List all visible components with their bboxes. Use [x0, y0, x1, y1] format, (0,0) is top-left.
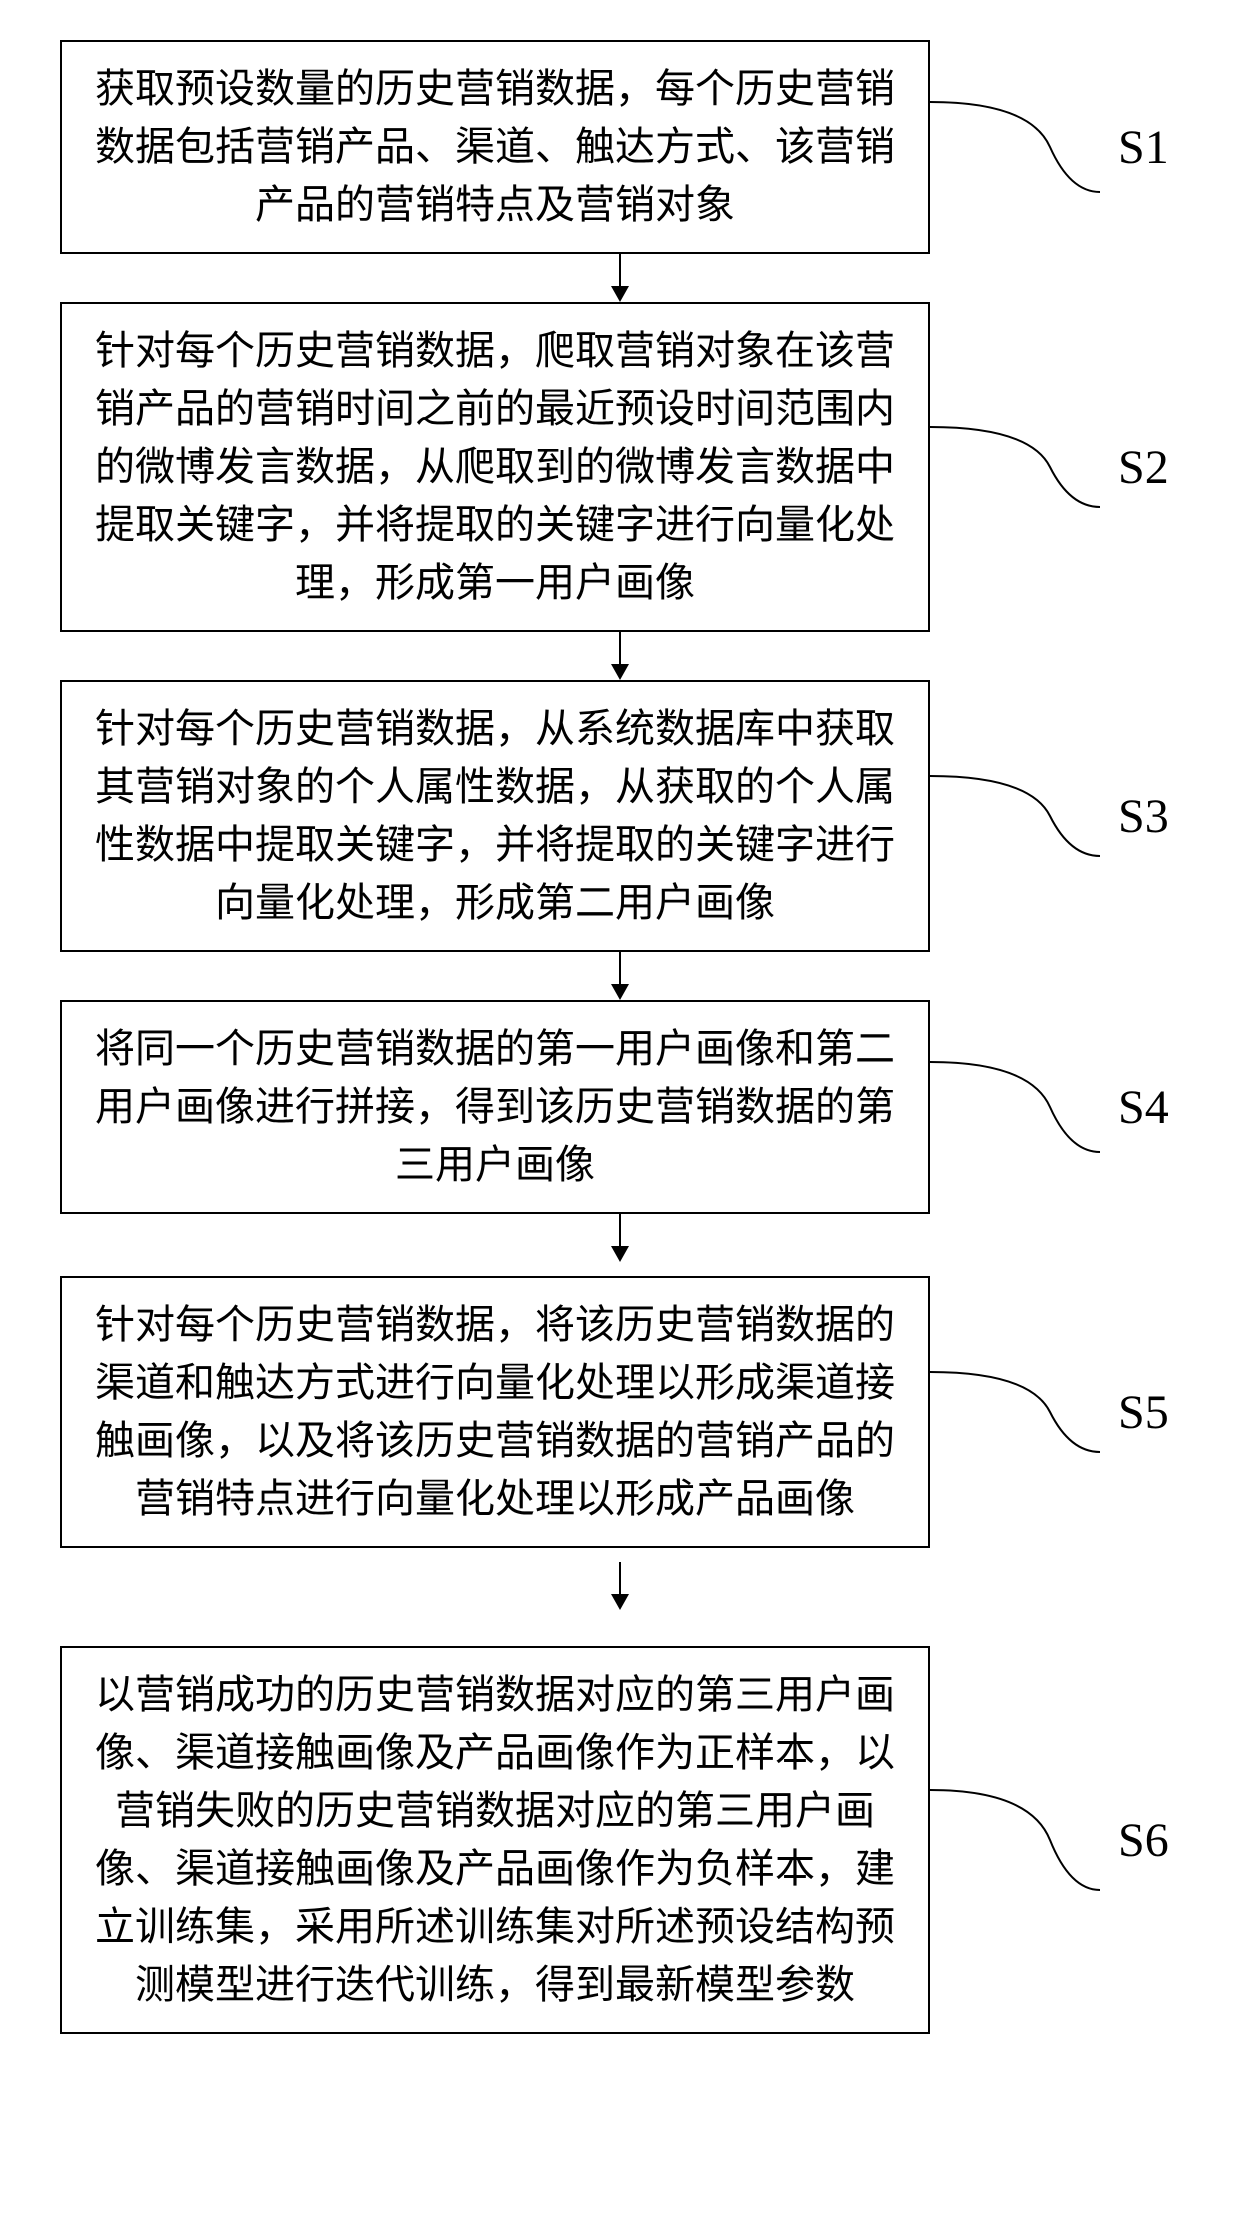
arrow-container	[185, 632, 1055, 680]
step-box-s4: 将同一个历史营销数据的第一用户画像和第二用户画像进行拼接，得到该历史营销数据的第…	[60, 1000, 930, 1214]
step-row: 以营销成功的历史营销数据对应的第三用户画像、渠道接触画像及产品画像作为正样本，以…	[60, 1610, 1180, 2070]
arrow-container	[185, 1562, 1055, 1610]
step-row: 针对每个历史营销数据，从系统数据库中获取其营销对象的个人属性数据，从获取的个人属…	[60, 680, 1180, 952]
step-box-s6: 以营销成功的历史营销数据对应的第三用户画像、渠道接触画像及产品画像作为正样本，以…	[60, 1646, 930, 2034]
arrow-container	[185, 254, 1055, 302]
arrow-down-icon	[619, 952, 621, 1000]
connector-s3: S3	[930, 696, 1180, 936]
step-row: 获取预设数量的历史营销数据，每个历史营销数据包括营销产品、渠道、触达方式、该营销…	[60, 40, 1180, 254]
connector-s2: S2	[930, 317, 1180, 617]
arrow-down-icon	[619, 1562, 621, 1610]
flowchart-container: 获取预设数量的历史营销数据，每个历史营销数据包括营销产品、渠道、触达方式、该营销…	[60, 40, 1180, 2070]
arrow-down-icon	[619, 632, 621, 680]
arrow-down-icon	[619, 1214, 621, 1262]
connector-s5: S5	[930, 1262, 1180, 1562]
connector-s1: S1	[930, 57, 1180, 237]
arrow-container	[185, 952, 1055, 1000]
step-box-s2: 针对每个历史营销数据，爬取营销对象在该营销产品的营销时间之前的最近预设时间范围内…	[60, 302, 930, 632]
step-label-s6: S6	[1118, 1813, 1169, 1868]
connector-s6: S6	[930, 1610, 1180, 2070]
arrow-container	[185, 1214, 1055, 1262]
step-box-s5: 针对每个历史营销数据，将该历史营销数据的渠道和触达方式进行向量化处理以形成渠道接…	[60, 1276, 930, 1548]
step-label-s3: S3	[1118, 789, 1169, 844]
step-box-s1: 获取预设数量的历史营销数据，每个历史营销数据包括营销产品、渠道、触达方式、该营销…	[60, 40, 930, 254]
step-label-s1: S1	[1118, 120, 1169, 175]
step-row: 针对每个历史营销数据，将该历史营销数据的渠道和触达方式进行向量化处理以形成渠道接…	[60, 1262, 1180, 1562]
step-label-s4: S4	[1118, 1080, 1169, 1135]
step-box-s3: 针对每个历史营销数据，从系统数据库中获取其营销对象的个人属性数据，从获取的个人属…	[60, 680, 930, 952]
connector-s4: S4	[930, 1017, 1180, 1197]
step-label-s2: S2	[1118, 440, 1169, 495]
arrow-down-icon	[619, 254, 621, 302]
step-row: 针对每个历史营销数据，爬取营销对象在该营销产品的营销时间之前的最近预设时间范围内…	[60, 302, 1180, 632]
step-row: 将同一个历史营销数据的第一用户画像和第二用户画像进行拼接，得到该历史营销数据的第…	[60, 1000, 1180, 1214]
step-label-s5: S5	[1118, 1385, 1169, 1440]
